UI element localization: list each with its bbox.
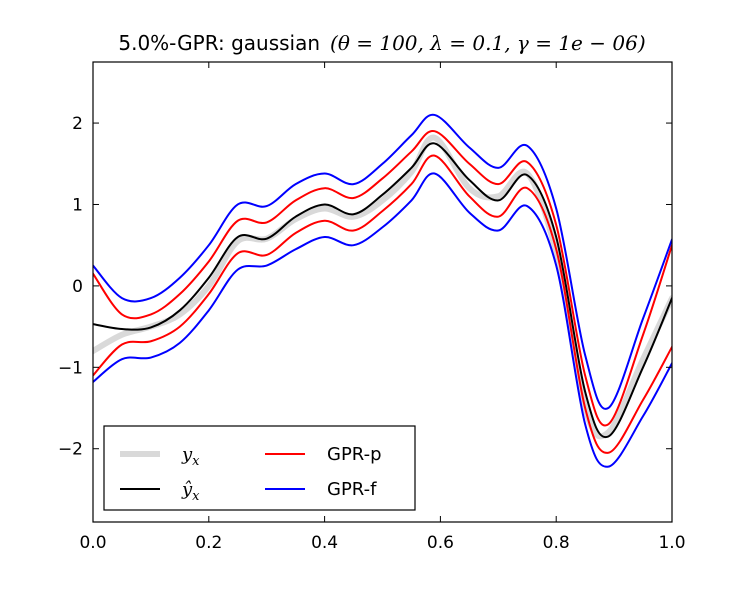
- x-tick-label: 1.0: [658, 533, 685, 553]
- series-line-5: [93, 172, 672, 468]
- series-line-1: [93, 142, 672, 439]
- x-tick-label: 0.8: [543, 533, 570, 553]
- legend-label-2: GPR-p: [327, 444, 382, 465]
- series-layer: [93, 113, 672, 468]
- plot-frame: [92, 61, 673, 523]
- ticks-layer: 0.0 0.2 0.4 0.6 0.8 1.0 −2 −1 0 1 2: [58, 62, 686, 553]
- chart-title-prefix: 5.0%-GPR: gaussian: [118, 31, 320, 55]
- x-tick-label: 0.4: [311, 533, 338, 553]
- y-tick-label: 1: [72, 195, 83, 215]
- x-tick-label: 0.0: [79, 533, 106, 553]
- legend-label-1: ŷx: [181, 479, 200, 504]
- y-tick-label: −1: [58, 358, 83, 378]
- y-tick-label: 2: [72, 114, 83, 134]
- x-tick-label: 0.6: [427, 533, 454, 553]
- legend-box: [103, 425, 416, 511]
- series-line-3: [93, 154, 672, 454]
- x-tick-label: 0.2: [195, 533, 222, 553]
- legend-label-3: GPR-f: [327, 479, 377, 500]
- legend: yx ŷx GPR-p GPR-f: [103, 425, 416, 511]
- chart-title-params: (θ = 100, λ = 0.1, γ = 1e − 06): [330, 31, 646, 55]
- y-tick-label: −2: [58, 440, 83, 460]
- y-tick-label: 0: [72, 277, 83, 297]
- series-line-2: [93, 130, 672, 427]
- chart-title: 5.0%-GPR: gaussian (θ = 100, λ = 0.1, γ …: [118, 31, 645, 55]
- series-line-4: [93, 113, 672, 410]
- legend-label-0: yx: [181, 444, 200, 469]
